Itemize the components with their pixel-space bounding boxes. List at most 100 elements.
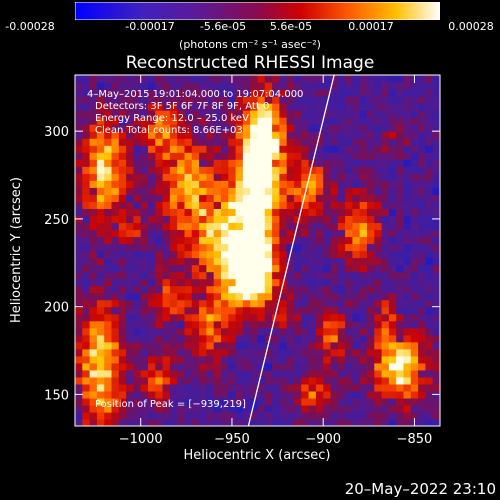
heatmap-cell <box>352 313 361 322</box>
heatmap-cell <box>286 131 295 139</box>
heatmap-cell <box>111 222 120 231</box>
heatmap-cell <box>388 187 397 195</box>
heatmap-cell <box>206 124 215 132</box>
heatmap-cell <box>140 278 149 287</box>
heatmap-cell <box>140 166 149 174</box>
heatmap-cell <box>374 96 383 104</box>
heatmap-cell <box>82 313 91 322</box>
heatmap-cell <box>133 383 142 392</box>
heatmap-cell <box>206 257 215 266</box>
heatmap-cell <box>162 271 171 280</box>
heatmap-cell <box>345 236 353 245</box>
heatmap-cell <box>272 103 280 111</box>
heatmap-cell <box>133 236 142 245</box>
heatmap-cell <box>155 201 164 209</box>
heatmap-cell <box>89 173 98 181</box>
heatmap-cell <box>308 383 317 392</box>
heatmap-cell <box>177 292 186 301</box>
heatmap-cell <box>228 306 237 315</box>
heatmap-cell <box>96 208 105 216</box>
heatmap-cell <box>162 390 171 399</box>
heatmap-cell <box>359 187 368 195</box>
heatmap-cell <box>345 215 353 224</box>
heatmap-cell <box>140 250 149 259</box>
heatmap-cell <box>162 159 171 167</box>
heatmap-cell <box>155 292 164 301</box>
heatmap-cell <box>337 103 346 111</box>
heatmap-cell <box>279 145 288 153</box>
heatmap-cell <box>242 229 251 238</box>
heatmap-cell <box>118 89 127 97</box>
heatmap-cell <box>374 145 383 153</box>
heatmap-cell <box>118 355 127 364</box>
heatmap-cell <box>352 362 361 371</box>
heatmap-cell <box>82 243 91 252</box>
heatmap-cell <box>126 327 134 336</box>
heatmap-cell <box>206 131 215 139</box>
heatmap-cell <box>191 96 200 104</box>
heatmap-cell <box>272 404 280 413</box>
heatmap-cell <box>410 159 419 167</box>
heatmap-cell <box>89 306 98 315</box>
heatmap-cell <box>235 285 244 294</box>
heatmap-cell <box>272 278 280 287</box>
heatmap-cell <box>82 257 91 266</box>
heatmap-cell <box>381 145 390 153</box>
heatmap-cell <box>206 89 215 97</box>
heatmap-cell <box>118 369 127 378</box>
heatmap-cell <box>133 75 142 83</box>
heatmap-cell <box>264 278 273 287</box>
heatmap-cell <box>323 103 332 111</box>
heatmap-cell <box>388 138 397 146</box>
heatmap-cell <box>308 103 317 111</box>
heatmap-cell <box>308 138 317 146</box>
heatmap-cell <box>162 355 171 364</box>
heatmap-cell <box>388 173 397 181</box>
heatmap-cell <box>264 271 273 280</box>
heatmap-cell <box>250 292 259 301</box>
heatmap-cell <box>82 166 91 174</box>
heatmap-cell <box>184 194 193 202</box>
heatmap-cell <box>286 152 295 160</box>
heatmap-cell <box>294 145 302 153</box>
heatmap-cell <box>191 201 200 209</box>
heatmap-cell <box>191 124 200 132</box>
heatmap-cell <box>162 411 171 420</box>
heatmap-cell <box>140 376 149 385</box>
heatmap-cell <box>330 299 339 308</box>
heatmap-cell <box>410 390 419 399</box>
heatmap-cell <box>250 250 259 259</box>
heatmap-cell <box>301 320 310 329</box>
heatmap-cell <box>177 313 186 322</box>
heatmap-cell <box>403 376 412 385</box>
heatmap-cell <box>294 194 302 202</box>
heatmap-cell <box>242 243 251 252</box>
heatmap-cell <box>184 404 193 413</box>
heatmap-cell <box>191 299 200 308</box>
heatmap-cell <box>242 75 251 83</box>
heatmap-cell <box>235 103 244 111</box>
heatmap-cell <box>432 208 440 216</box>
heatmap-cell <box>272 152 280 160</box>
heatmap-cell <box>155 376 164 385</box>
heatmap-cell <box>286 124 295 132</box>
heatmap-cell <box>374 215 383 224</box>
heatmap-cell <box>425 320 434 329</box>
heatmap-cell <box>111 306 120 315</box>
heatmap-cell <box>359 243 368 252</box>
heatmap-cell <box>308 82 317 90</box>
heatmap-cell <box>257 418 266 426</box>
heatmap-cell <box>213 117 222 125</box>
heatmap-cell <box>242 152 251 160</box>
heatmap-cell <box>286 166 295 174</box>
heatmap-cell <box>359 383 368 392</box>
heatmap-cell <box>184 82 193 90</box>
heatmap-cell <box>155 306 164 315</box>
heatmap-cell <box>367 397 375 406</box>
heatmap-cell <box>242 355 251 364</box>
heatmap-cell <box>206 327 215 336</box>
heatmap-cell <box>315 418 324 426</box>
heatmap-cell <box>279 285 288 294</box>
heatmap-cell <box>418 138 426 146</box>
heatmap-cell <box>126 369 134 378</box>
